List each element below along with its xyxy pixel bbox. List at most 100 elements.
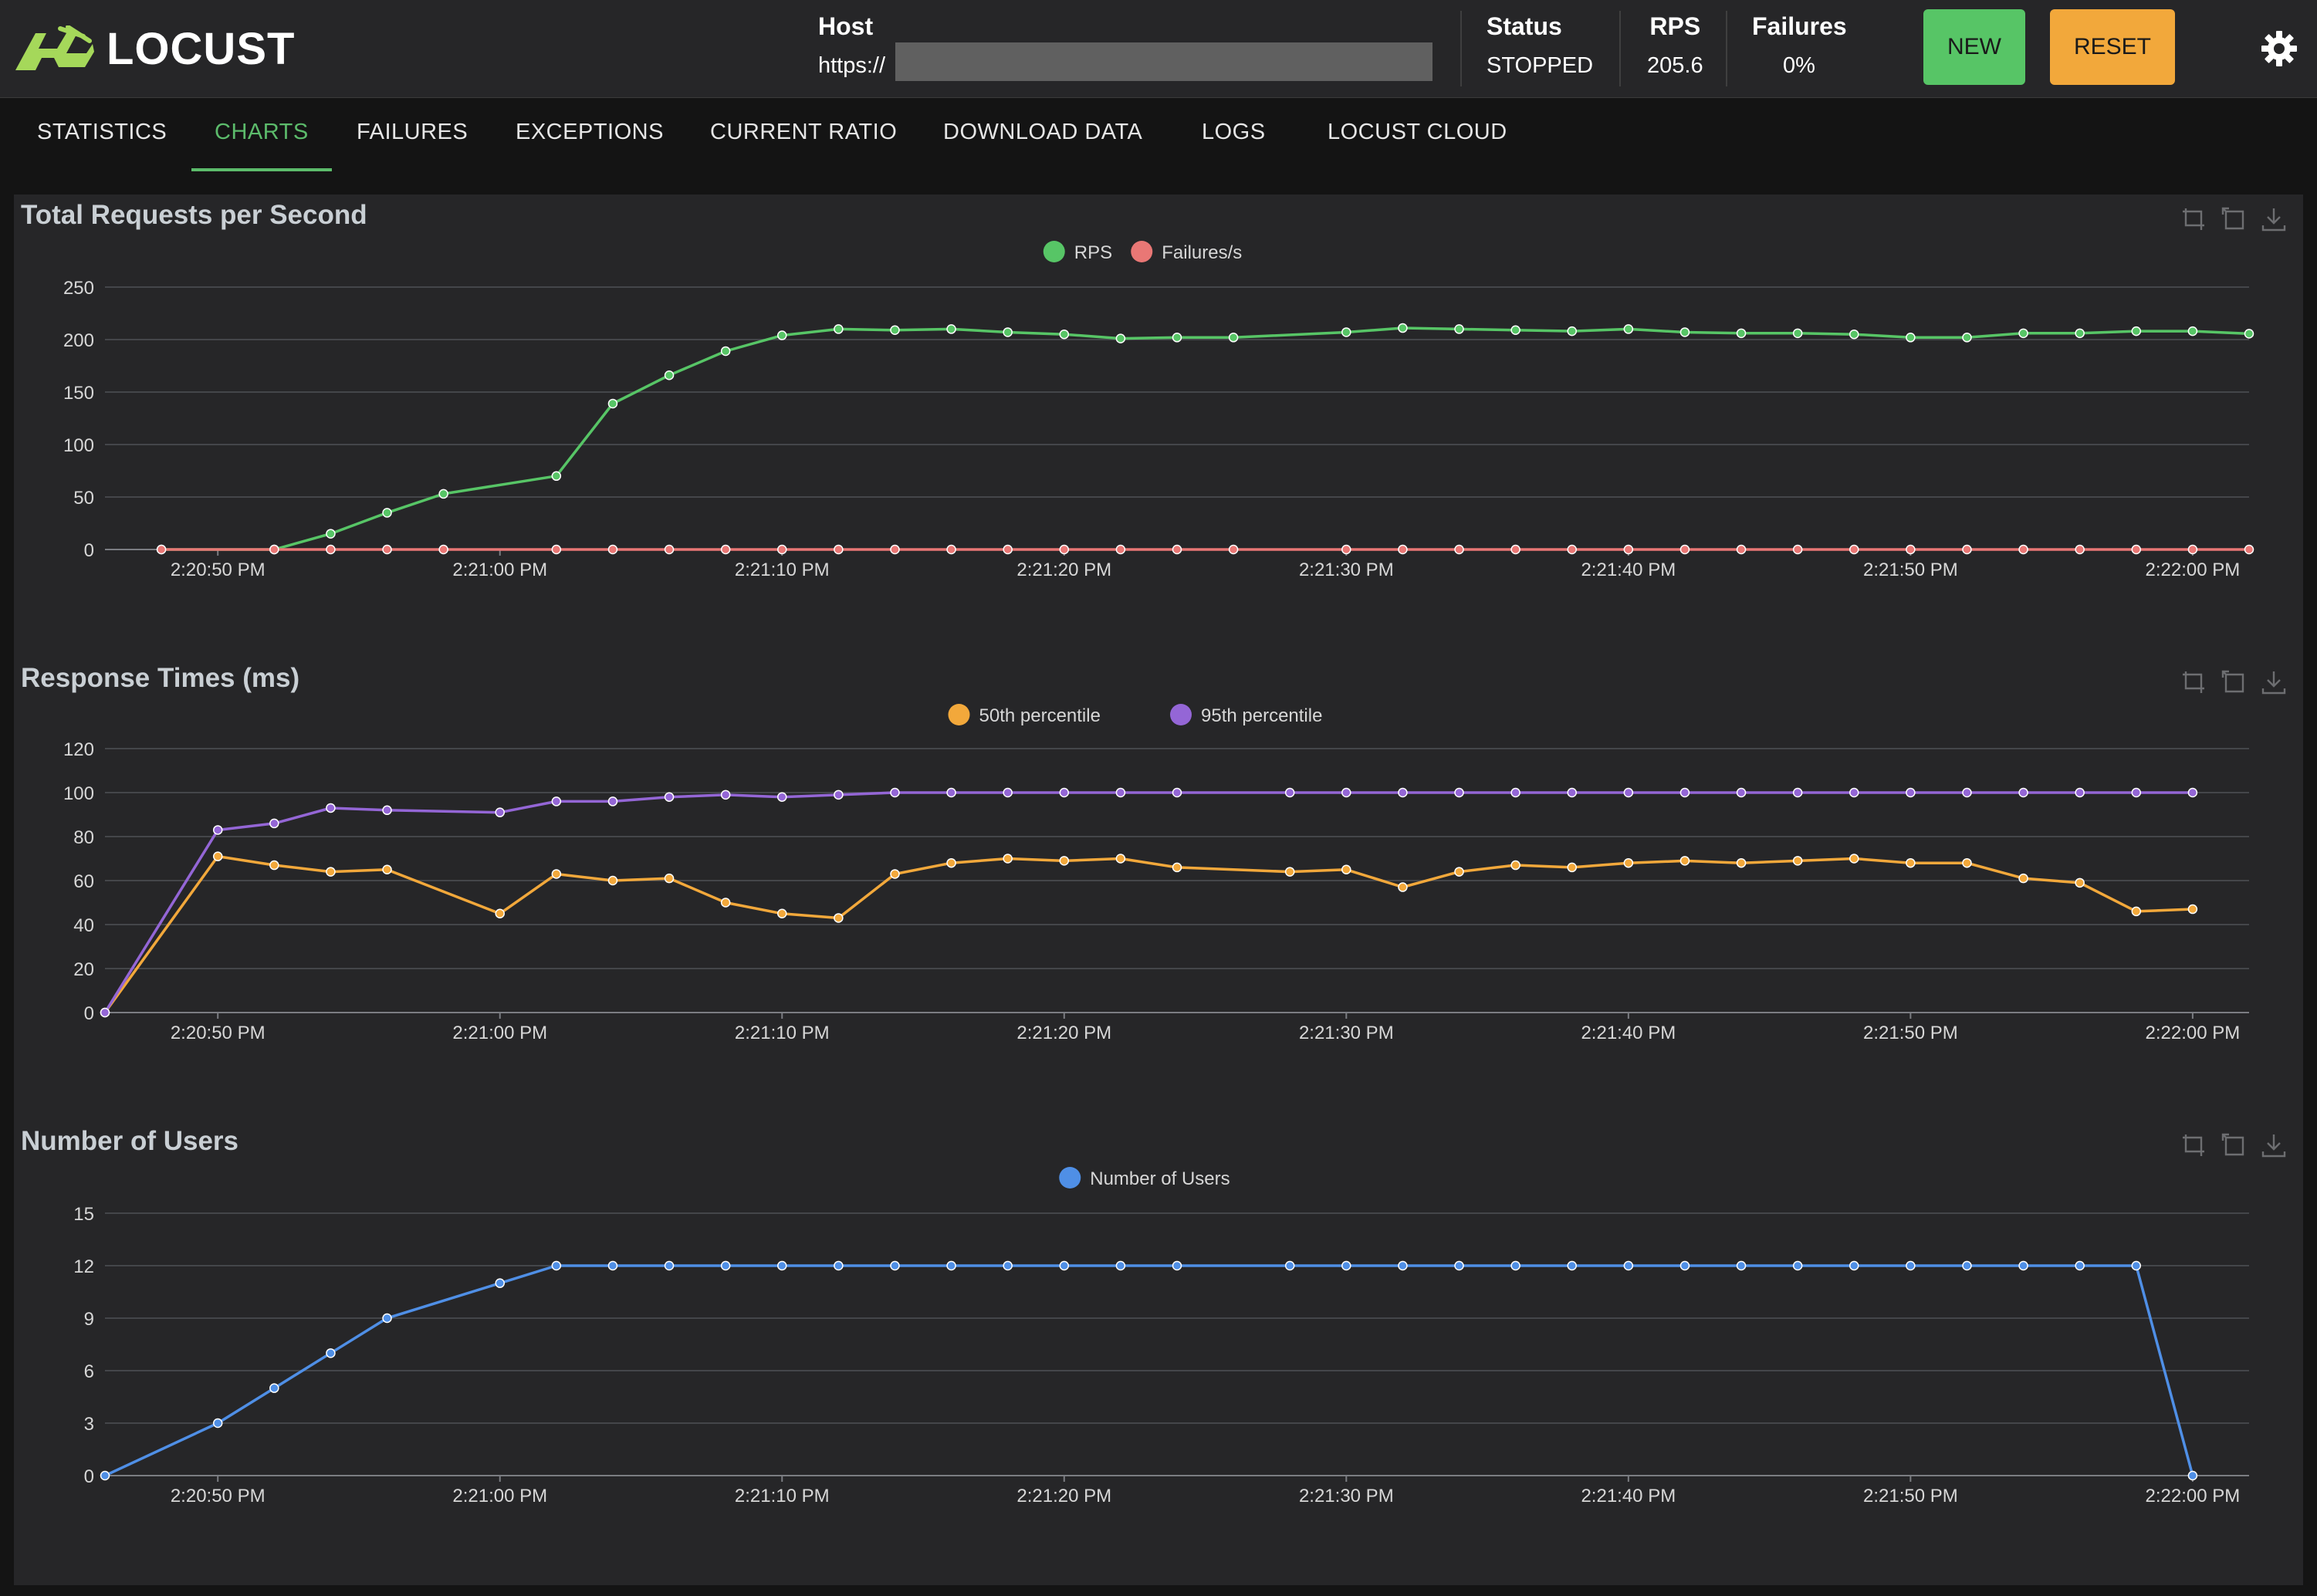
data-point[interactable] [720,898,731,908]
data-point[interactable] [1398,544,1408,555]
data-point[interactable] [1906,544,1916,555]
data-point[interactable] [1736,1260,1747,1271]
data-point[interactable] [1679,787,1690,798]
data-point[interactable] [1962,1260,1972,1271]
data-point[interactable] [495,807,505,817]
data-point[interactable] [1228,544,1239,555]
data-point[interactable] [1003,1260,1013,1271]
data-point[interactable] [551,1260,562,1271]
data-point[interactable] [326,1348,336,1358]
restore-icon[interactable] [2221,207,2244,230]
data-point[interactable] [1679,856,1690,866]
data-point[interactable] [1906,333,1916,343]
data-point[interactable] [1792,856,1803,866]
data-point[interactable] [1679,1260,1690,1271]
zoom-icon[interactable] [2183,1134,2204,1156]
data-point[interactable] [664,792,675,802]
data-point[interactable] [1849,329,1859,340]
tab-current-ratio[interactable]: CURRENT RATIO [710,120,898,144]
data-point[interactable] [1792,1260,1803,1271]
data-point[interactable] [2075,544,2085,555]
data-point[interactable] [1284,867,1295,877]
data-point[interactable] [1059,787,1070,798]
tab-statistics[interactable]: STATISTICS [37,120,167,144]
data-point[interactable] [720,1260,731,1271]
data-point[interactable] [1962,333,1972,343]
data-point[interactable] [834,913,844,923]
new-button[interactable]: NEW [1923,9,2025,85]
data-point[interactable] [269,860,279,871]
data-point[interactable] [2187,787,2198,798]
data-point[interactable] [2075,328,2085,339]
locust-logo[interactable]: LOCUST [12,23,295,75]
data-point[interactable] [326,803,336,813]
data-point[interactable] [890,869,900,879]
data-point[interactable] [1510,544,1520,555]
data-point[interactable] [1792,787,1803,798]
data-point[interactable] [1679,544,1690,555]
data-point[interactable] [2187,544,2198,555]
data-point[interactable] [269,818,279,829]
data-point[interactable] [607,796,618,806]
data-point[interactable] [1284,1260,1295,1271]
data-point[interactable] [382,1313,392,1324]
data-point[interactable] [1398,787,1408,798]
data-point[interactable] [1906,857,1916,868]
data-point[interactable] [326,544,336,555]
data-point[interactable] [834,1260,844,1271]
data-point[interactable] [2018,1260,2028,1271]
tab-logs[interactable]: LOGS [1202,120,1266,144]
data-point[interactable] [1679,327,1690,337]
data-point[interactable] [1115,544,1126,555]
data-point[interactable] [664,370,675,380]
data-point[interactable] [212,825,223,835]
data-point[interactable] [1341,787,1351,798]
restore-icon[interactable] [2221,670,2244,693]
legend-marker[interactable] [1059,1167,1081,1189]
data-point[interactable] [2131,787,2142,798]
data-point[interactable] [1906,787,1916,798]
data-point[interactable] [946,857,956,868]
data-point[interactable] [2018,873,2028,884]
zoom-icon[interactable] [2183,208,2204,230]
data-point[interactable] [1284,787,1295,798]
data-point[interactable] [2018,328,2028,339]
tab-failures[interactable]: FAILURES [357,120,468,144]
data-point[interactable] [1567,787,1577,798]
data-point[interactable] [1172,333,1182,343]
data-point[interactable] [1398,882,1408,892]
data-point[interactable] [1172,862,1182,873]
zoom-icon[interactable] [2183,671,2204,693]
data-point[interactable] [777,544,787,555]
data-point[interactable] [1172,787,1182,798]
data-point[interactable] [1510,787,1520,798]
data-point[interactable] [1003,544,1013,555]
data-point[interactable] [326,529,336,539]
data-point[interactable] [1228,333,1239,343]
data-point[interactable] [1510,860,1520,871]
tab-exceptions[interactable]: EXCEPTIONS [516,120,664,144]
data-point[interactable] [607,1260,618,1271]
data-point[interactable] [2075,877,2085,888]
data-point[interactable] [1792,328,1803,339]
data-point[interactable] [438,544,448,555]
data-point[interactable] [720,790,731,800]
data-point[interactable] [946,787,956,798]
data-point[interactable] [1623,324,1634,334]
data-point[interactable] [382,864,392,874]
data-point[interactable] [1059,544,1070,555]
data-point[interactable] [212,1418,223,1429]
data-point[interactable] [1510,1260,1520,1271]
data-point[interactable] [1962,787,1972,798]
data-point[interactable] [495,1278,505,1288]
data-point[interactable] [382,508,392,518]
data-point[interactable] [551,471,562,482]
data-point[interactable] [777,908,787,918]
data-point[interactable] [1510,325,1520,336]
data-point[interactable] [664,873,675,884]
data-point[interactable] [946,544,956,555]
data-point[interactable] [890,787,900,798]
data-point[interactable] [1623,1260,1634,1271]
data-point[interactable] [1115,1260,1126,1271]
data-point[interactable] [1454,1260,1464,1271]
